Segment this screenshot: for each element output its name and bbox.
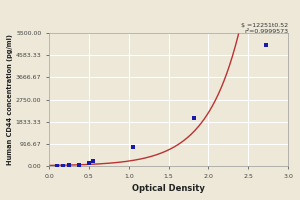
Point [55, 164, 59, 167]
Point [263, 44, 268, 47]
Point [91, 159, 95, 163]
X-axis label: Optical Density: Optical Density [132, 184, 205, 193]
Point [192, 116, 197, 119]
Y-axis label: Human CD44 concentration (pg/ml): Human CD44 concentration (pg/ml) [7, 34, 13, 165]
Point [61, 164, 66, 167]
Point [86, 162, 91, 165]
Point [130, 145, 135, 148]
Point [67, 164, 71, 167]
Text: $ =12251t0.52
r²=0.9999573: $ =12251t0.52 r²=0.9999573 [241, 23, 288, 34]
Point [77, 163, 82, 166]
